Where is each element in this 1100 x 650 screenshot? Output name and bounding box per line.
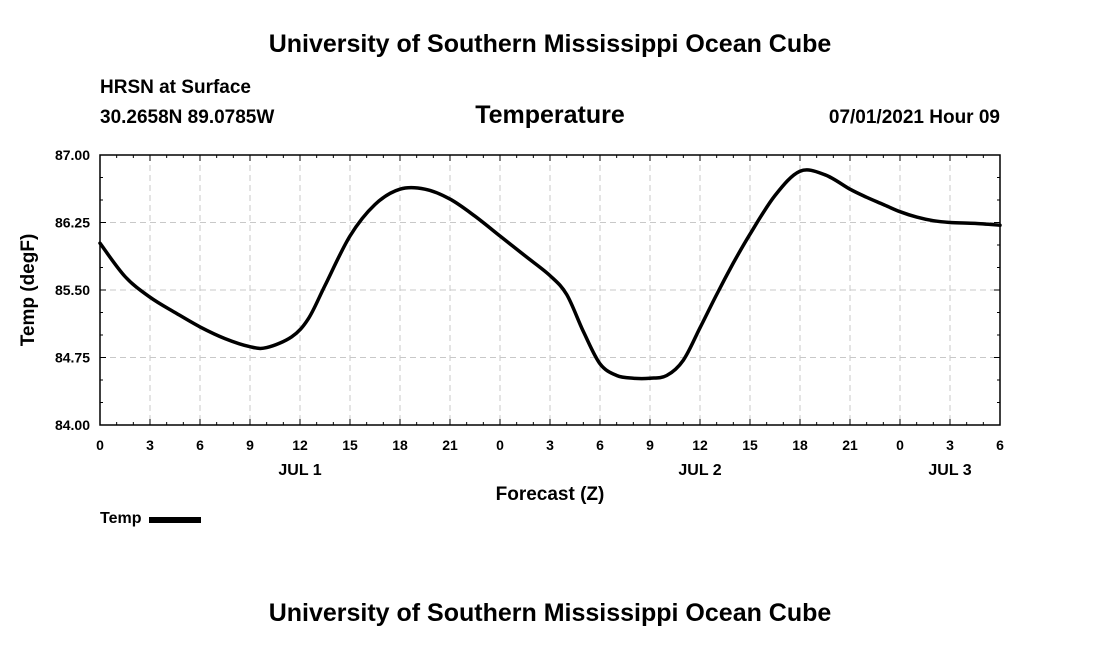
grid	[100, 155, 1000, 425]
x-tick-label: 18	[392, 437, 408, 453]
x-tick-label: 18	[792, 437, 808, 453]
y-axis-title: Temp (degF)	[18, 234, 39, 347]
x-tick-label: 15	[742, 437, 758, 453]
top-title: University of Southern Mississippi Ocean…	[268, 30, 832, 58]
x-tick-label: 3	[146, 437, 154, 453]
x-tick-label: 21	[842, 437, 858, 453]
date-label: JUL 2	[678, 462, 721, 479]
x-tick-label: 6	[196, 437, 204, 453]
coordinates-label: 30.2658N 89.0785W	[100, 107, 275, 128]
x-tick-label: 6	[596, 437, 604, 453]
date-label: JUL 1	[278, 462, 321, 479]
legend-label: Temp	[100, 510, 142, 527]
y-tick-label: 85.50	[55, 282, 90, 298]
forecast-timestamp: 07/01/2021 Hour 09	[828, 107, 1000, 128]
station-label: HRSN at Surface	[100, 77, 251, 98]
date-label: JUL 3	[928, 462, 971, 479]
y-tick-label: 87.00	[55, 147, 90, 163]
x-tick-label: 21	[442, 437, 458, 453]
x-tick-label: 3	[946, 437, 954, 453]
x-tick-label: 12	[692, 437, 708, 453]
x-tick-label: 12	[292, 437, 308, 453]
bottom-title: University of Southern Mississippi Ocean…	[268, 599, 832, 627]
x-tick-label: 15	[342, 437, 358, 453]
legend-swatch	[149, 517, 202, 523]
plot-frame	[99, 154, 1001, 426]
variable-title: Temperature	[475, 101, 625, 129]
series-line-temp	[98, 168, 1002, 381]
y-tick-label: 84.75	[55, 350, 90, 366]
x-tick-label: 9	[246, 437, 254, 453]
x-axis-title: Forecast (Z)	[496, 484, 605, 505]
x-tick-label: 3	[546, 437, 554, 453]
x-tick-label: 0	[896, 437, 904, 453]
x-tick-label: 6	[996, 437, 1004, 453]
x-tick-label: 9	[646, 437, 654, 453]
x-tick-label: 0	[96, 437, 104, 453]
legend: Temp	[100, 510, 202, 528]
x-tick-label: 0	[496, 437, 504, 453]
y-tick-label: 84.00	[55, 417, 90, 433]
axis-labels: 0 3 6 9 12 15 18 21 0 3 6 9 12 15 18 21 0 3 6 JUL 1 JUL 2 JUL…	[55, 147, 1004, 479]
y-tick-label: 86.25	[55, 215, 90, 231]
